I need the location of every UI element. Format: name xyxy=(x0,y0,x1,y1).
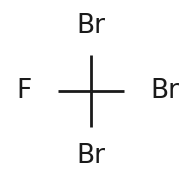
Text: Br: Br xyxy=(76,13,106,39)
Text: Br: Br xyxy=(76,143,106,169)
Text: Br: Br xyxy=(150,78,179,104)
Text: F: F xyxy=(17,78,32,104)
